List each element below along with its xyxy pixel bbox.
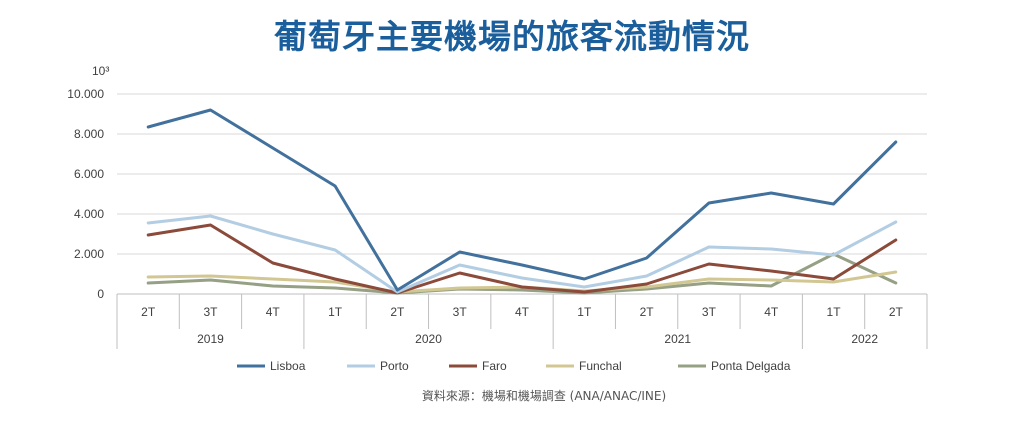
y-tick-label: 2.000 — [74, 247, 104, 261]
series-line-porto — [146, 214, 898, 294]
x-tick-label: 1T — [328, 305, 343, 319]
y-tick-label: 8.000 — [74, 127, 104, 141]
x-tick-label: 1T — [827, 305, 842, 319]
x-tick-label: 2T — [390, 305, 405, 319]
x-tick-label: 3T — [702, 305, 717, 319]
y-tick-label: 6.000 — [74, 167, 104, 181]
series-line-ponta-delgada — [146, 252, 898, 295]
legend-label: Faro — [482, 359, 507, 373]
series-line-lisboa — [146, 108, 898, 292]
legend-label: Porto — [380, 359, 409, 373]
x-tick-label: 3T — [453, 305, 468, 319]
legend-label: Lisboa — [270, 359, 306, 373]
legend-label: Ponta Delgada — [711, 359, 791, 373]
x-tick-label: 3T — [203, 305, 218, 319]
x-tick-label: 4T — [266, 305, 281, 319]
source-note: 資料來源：機場和機場調查 (ANA/ANAC/INE) — [421, 389, 667, 403]
legend-label: Funchal — [579, 359, 622, 373]
x-tick-label: 4T — [764, 305, 779, 319]
x-tick-label: 1T — [577, 305, 592, 319]
x-tick-label: 4T — [515, 305, 530, 319]
y-tick-label: 0 — [97, 287, 104, 301]
year-group-label: 2019 — [197, 332, 224, 346]
x-tick-label: 2T — [141, 305, 156, 319]
x-tick-label: 2T — [640, 305, 655, 319]
y-tick-label: 4.000 — [74, 207, 104, 221]
chart-title: 葡萄牙主要機場的旅客流動情況 — [274, 17, 750, 56]
year-group-label: 2020 — [415, 332, 442, 346]
y-unit-label: 10³ — [92, 64, 109, 78]
year-group-label: 2021 — [664, 332, 691, 346]
year-group-label: 2022 — [851, 332, 878, 346]
y-tick-label: 10.000 — [67, 87, 104, 101]
x-tick-label: 2T — [889, 305, 904, 319]
series-line-faro — [146, 223, 898, 295]
